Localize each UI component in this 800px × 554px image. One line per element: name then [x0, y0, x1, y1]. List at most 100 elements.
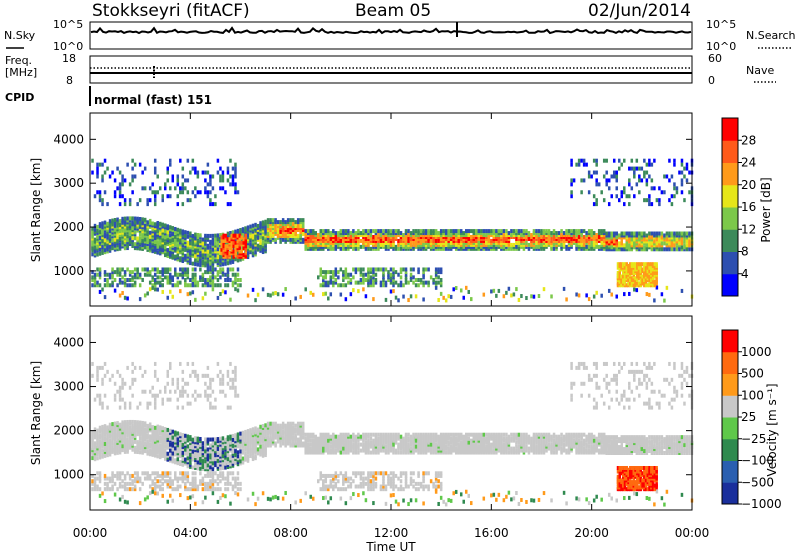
power-cell: [630, 270, 634, 275]
velocity-cell: [229, 454, 232, 459]
velocity-cell: [121, 397, 124, 402]
power-cell: [261, 287, 265, 292]
power-cell: [329, 280, 333, 285]
power-cell: [537, 294, 541, 299]
power-cell: [640, 231, 644, 236]
power-cell: [146, 272, 149, 277]
power-cell: [118, 202, 122, 207]
power-cell: [444, 298, 448, 303]
power-cell: [216, 283, 220, 288]
velocity-cell: [121, 377, 124, 382]
power-cell: [648, 198, 651, 203]
power-cell: [582, 178, 586, 183]
power-cell: [585, 238, 588, 243]
velocity-cell: [93, 476, 97, 481]
velocity-cell: [184, 484, 187, 489]
velocity-cell: [194, 436, 197, 441]
power-cell: [186, 267, 190, 272]
velocity-cell: [133, 420, 137, 425]
power-cell: [367, 280, 370, 285]
velocity-cell: [123, 499, 127, 504]
power-cell: [342, 242, 345, 247]
velocity-cell: [216, 361, 220, 366]
power-cell: [118, 277, 122, 282]
velocity-cell: [221, 473, 225, 478]
power-cell: [148, 244, 152, 249]
power-cell: [176, 237, 180, 242]
power-cell: [610, 231, 613, 236]
velocity-cell: [136, 479, 139, 484]
power-cell: [211, 275, 215, 280]
power-cell: [126, 216, 129, 221]
power-cell: [402, 283, 405, 288]
power-cell: [234, 244, 237, 249]
power-cell: [615, 294, 618, 299]
power-cell: [622, 269, 625, 274]
power-cell: [169, 267, 172, 272]
power-cell: [219, 283, 222, 288]
power-cell: [136, 275, 139, 280]
velocity-cell: [231, 484, 235, 489]
power-cell: [126, 267, 129, 272]
power-cell: [329, 277, 333, 282]
power-cell: [560, 242, 563, 247]
velocity-cell: [216, 481, 220, 486]
power-cell: [560, 229, 563, 234]
velocity-cell: [128, 473, 132, 478]
velocity-cell: [191, 476, 195, 481]
power-cell: [171, 174, 175, 179]
power-cell: [397, 246, 400, 251]
power-cell: [577, 235, 581, 240]
velocity-cell: [148, 484, 152, 489]
power-cell: [228, 245, 231, 250]
power-cell: [118, 280, 122, 285]
power-cell: [449, 233, 453, 238]
velocity-cell: [211, 377, 215, 382]
power-cell: [520, 294, 523, 299]
power-cell: [186, 283, 190, 288]
power-cell: [294, 237, 297, 242]
power-cell: [359, 231, 363, 236]
power-cell: [327, 229, 330, 234]
velocity-cell: [153, 405, 157, 410]
power-cell: [359, 280, 363, 285]
velocity-cell: [206, 397, 210, 402]
power-cell: [96, 190, 99, 195]
velocity-cell: [163, 471, 167, 476]
power-cell: [658, 237, 661, 242]
power-cell: [575, 162, 578, 167]
power-cell: [545, 229, 548, 234]
power-cell: [605, 245, 608, 250]
power-cell: [309, 290, 312, 295]
power-cell: [216, 255, 220, 260]
power-cell: [299, 218, 302, 223]
power-cell: [607, 231, 611, 236]
power-cell: [113, 288, 117, 293]
power-cell: [123, 280, 127, 285]
power-cell: [118, 170, 122, 175]
power-cell: [211, 277, 215, 282]
velocity-cell: [169, 397, 172, 402]
power-cell: [206, 249, 210, 254]
power-cell: [189, 231, 192, 236]
power-cell: [199, 233, 202, 238]
power-cell: [101, 198, 104, 203]
power-cell: [118, 190, 122, 195]
power-cell: [644, 270, 648, 275]
power-cell: [605, 182, 608, 187]
power-cell: [374, 272, 378, 277]
power-cell: [344, 272, 348, 277]
power-cell: [550, 238, 553, 243]
velocity-cell: [136, 471, 139, 476]
power-cell: [236, 254, 239, 259]
power-cell: [96, 228, 99, 233]
power-cell: [216, 272, 220, 277]
velocity-cell: [179, 432, 182, 437]
power-cell: [651, 283, 655, 288]
power-cell: [146, 236, 149, 241]
power-cell: [615, 174, 618, 179]
power-cell: [437, 298, 440, 303]
velocity-cell: [113, 397, 117, 402]
power-cell: [314, 231, 317, 236]
power-cell: [427, 283, 430, 288]
